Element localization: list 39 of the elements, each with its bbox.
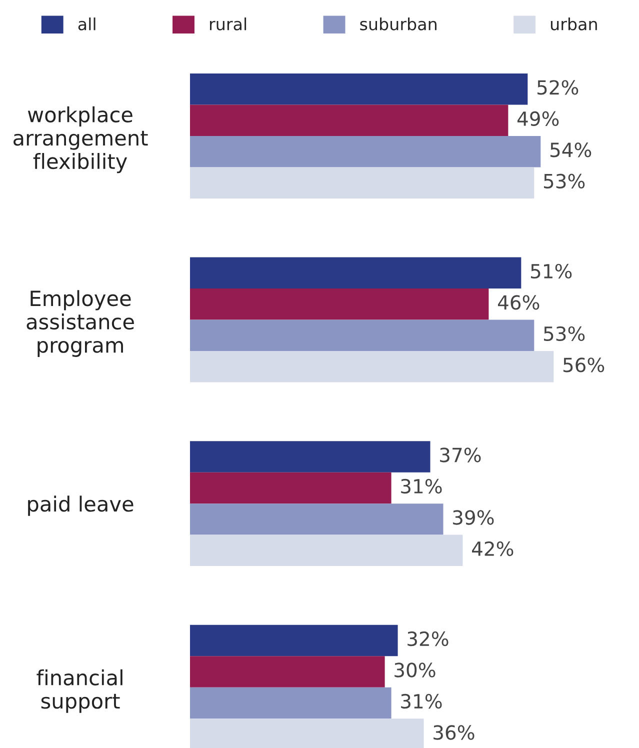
- bar: [190, 441, 430, 472]
- data-label: 39%: [453, 510, 494, 525]
- bar: [190, 351, 554, 382]
- data-label: 36%: [434, 725, 474, 740]
- bar: [190, 74, 528, 105]
- bar: [190, 136, 541, 168]
- bar: [190, 504, 444, 535]
- bar: [190, 167, 534, 198]
- data-label: 54%: [550, 142, 592, 158]
- data-label: 51%: [531, 264, 572, 279]
- bar: [190, 656, 385, 688]
- data-label: 53%: [544, 326, 585, 342]
- bar: [190, 534, 463, 566]
- bar: [190, 624, 398, 656]
- data-label: 42%: [472, 541, 514, 556]
- data-label: 31%: [401, 478, 442, 494]
- y-tick-label: financial support: [36, 669, 122, 713]
- data-label: 32%: [408, 631, 448, 646]
- legend-label: rural: [210, 18, 246, 30]
- data-label: 53%: [544, 174, 585, 189]
- data-label: 56%: [563, 358, 604, 372]
- data-label: 49%: [517, 111, 559, 126]
- y-tick-label: Employee assistance program: [26, 290, 134, 357]
- data-label: 31%: [401, 694, 442, 709]
- y-tick-label: paid leave: [28, 496, 134, 516]
- bar: [190, 472, 392, 504]
- bar: [190, 104, 508, 136]
- legend-label: suburban: [360, 18, 436, 30]
- data-label: 46%: [498, 295, 540, 310]
- data-label: 52%: [537, 80, 578, 95]
- data-label: 37%: [440, 448, 481, 462]
- bar: [190, 320, 534, 352]
- legend-label: all: [78, 18, 96, 30]
- bar: [190, 288, 489, 320]
- data-label: 30%: [394, 662, 436, 678]
- legend-label: urban: [550, 18, 597, 30]
- y-tick-label: workplace arrangement flexibility: [14, 106, 148, 174]
- bar: [190, 687, 392, 719]
- bar: [190, 257, 522, 289]
